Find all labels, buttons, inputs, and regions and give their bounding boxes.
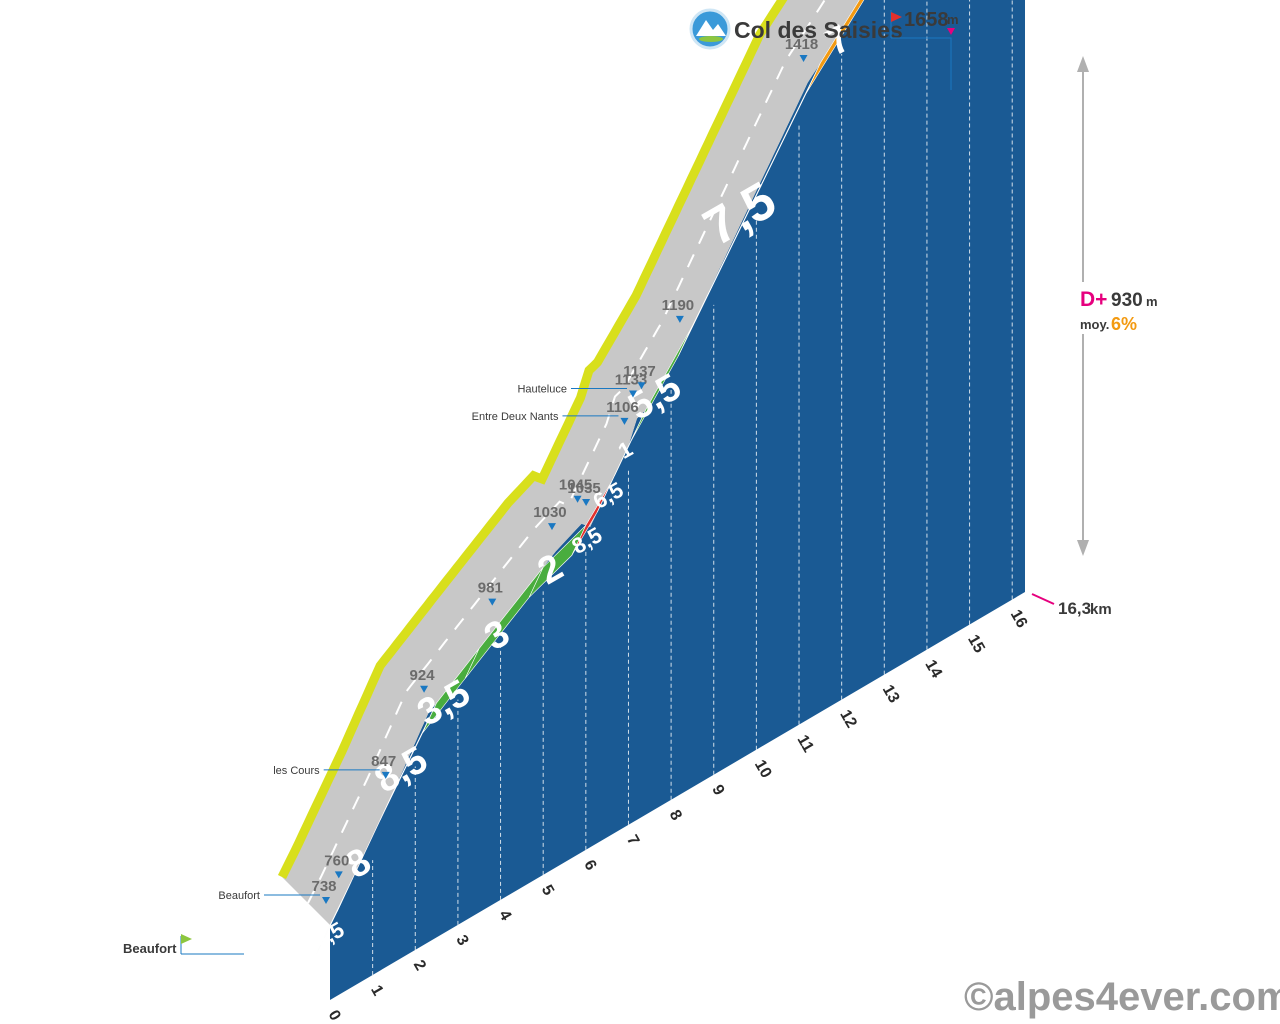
start-label: Beaufort [123, 934, 244, 956]
km-tick-label: 0 [325, 1008, 344, 1024]
stats-backdrop [1076, 282, 1166, 334]
km-tick-label: 5 [538, 882, 557, 898]
grade-segment [806, 0, 865, 94]
arrow-down-icon [1077, 540, 1089, 556]
avg-value: 6% [1111, 314, 1137, 334]
waypoint-marker-icon [628, 390, 637, 398]
summit-header: Col des Saisies 1658 m [689, 8, 959, 90]
summit-unit: m [947, 12, 959, 27]
waypoint-elevation: 1190 [662, 297, 695, 314]
km-tick-label: 6 [580, 857, 599, 873]
avg-label: moy. [1080, 317, 1109, 332]
km-tick-label: 3 [452, 932, 471, 948]
place-name: Hauteluce [517, 384, 567, 396]
waypoint-elevation: 1106 [606, 399, 639, 416]
summit-flag-icon [891, 12, 902, 22]
km-tick-label: 4 [495, 907, 514, 923]
km-tick-label: 13 [879, 682, 903, 706]
dplus-label: D+ [1080, 288, 1107, 311]
waypoint-elevation: 1035 [567, 480, 600, 497]
place-name: les Cours [273, 765, 320, 777]
waypoint-marker-icon [420, 685, 429, 693]
waypoint-marker-icon [381, 771, 390, 779]
km-tick-label: 11 [794, 732, 817, 755]
waypoint-elevation: 1045 [559, 477, 592, 494]
road-centre-line [307, 0, 826, 904]
arrow-up-icon [1077, 56, 1089, 72]
waypoint-elevation: 760 [324, 852, 349, 869]
elevation-label-layer: 738 Beaufort 760 847 les Cours 924 981 1030 1045… [218, 36, 818, 904]
waypoint-marker-icon [675, 315, 684, 323]
summit-leader-line [891, 37, 952, 90]
profile-road-layer [277, 0, 861, 925]
waypoint-elevation: 738 [311, 878, 336, 895]
km-tick-label: 14 [921, 657, 945, 681]
watermark: ©alpes4ever.com [964, 975, 1280, 1019]
summit-elevation: 1658 [904, 9, 949, 31]
km-tick-label: 2 [410, 957, 429, 973]
waypoint-elevation: 1418 [785, 36, 818, 53]
km-tick-label: 10 [751, 757, 775, 781]
place-name: Beaufort [218, 890, 260, 902]
place-name: Entre Deux Nants [472, 411, 559, 423]
start-flag-icon [181, 934, 192, 944]
waypoint-marker-icon [488, 598, 497, 606]
distance-unit: km [1090, 601, 1112, 618]
distance-end-tick [1031, 593, 1055, 605]
km-tick-label: 12 [836, 707, 860, 731]
km-tick-label: 16 [1007, 607, 1031, 631]
dplus-value: 930 [1111, 290, 1143, 311]
waypoint-elevation: 924 [410, 667, 436, 684]
waypoint-marker-icon [573, 495, 582, 503]
mountain-grass-icon [699, 36, 723, 42]
waypoint-elevation: 1030 [533, 504, 566, 521]
distance-value: 16,3 [1058, 599, 1091, 618]
mountain-peak-icon [696, 20, 726, 36]
start-name: Beaufort [123, 941, 177, 956]
waypoint-elevation: 847 [371, 753, 396, 770]
summit-name: Col des Saisies [734, 17, 903, 43]
waypoint-elevation: 981 [478, 580, 503, 597]
profile-side-face [330, 0, 1025, 1000]
waypoint-marker-icon [547, 523, 556, 531]
waypoint-marker-icon [582, 498, 591, 506]
waypoint-marker-icon [637, 382, 646, 390]
summit-marker-icon [947, 28, 955, 35]
dplus-unit: m [1146, 294, 1158, 309]
km-tick-label: 1 [367, 983, 386, 999]
profile-side-layer [330, 0, 1025, 1000]
km-tick-label: 7 [623, 832, 642, 848]
km-tick-label: 15 [964, 632, 988, 656]
waypoint-marker-icon [334, 871, 343, 879]
waypoint-marker-icon [322, 897, 330, 904]
total-distance: 16,3 km [1031, 593, 1112, 618]
road-far-edge [277, 0, 788, 880]
waypoint-marker-icon [620, 417, 629, 425]
km-tick-label: 8 [666, 807, 685, 823]
road-surface [282, 0, 861, 925]
climb-stats: D+ 930 m moy. 6% [1076, 56, 1166, 556]
waypoint-marker-icon [799, 54, 808, 62]
waypoint-elevation: 1137 [623, 363, 656, 380]
km-tick-label: 9 [708, 782, 727, 798]
